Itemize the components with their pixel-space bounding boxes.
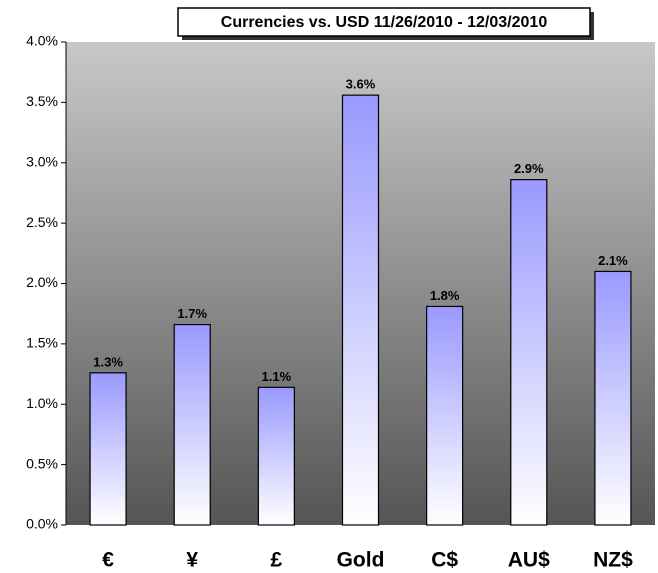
title-box xyxy=(177,7,591,37)
y-tick-label: 2.5% xyxy=(26,214,58,230)
x-tick-label: C$ xyxy=(431,549,458,572)
y-tick-label: 3.5% xyxy=(26,93,58,109)
x-tick-label: £ xyxy=(271,549,283,572)
bar xyxy=(173,323,211,526)
value-label: 3.6% xyxy=(346,77,376,92)
y-tick-label: 1.5% xyxy=(26,335,58,351)
value-label: 2.9% xyxy=(514,161,544,176)
value-label: 1.8% xyxy=(430,288,460,303)
y-tick-label: 3.0% xyxy=(26,153,58,169)
value-label: 1.3% xyxy=(93,354,123,369)
bar xyxy=(510,179,548,526)
x-tick-label: ¥ xyxy=(186,549,198,572)
bar xyxy=(594,270,632,526)
chart-title: Currencies vs. USD 11/26/2010 - 12/03/20… xyxy=(221,14,548,31)
value-label: 1.1% xyxy=(262,369,292,384)
x-tick-label: Gold xyxy=(337,549,385,572)
x-tick-label: € xyxy=(102,549,114,572)
x-tick-label: NZ$ xyxy=(593,549,633,572)
value-label: 2.1% xyxy=(598,253,628,268)
y-tick-label: 2.0% xyxy=(26,274,58,290)
y-tick-label: 1.0% xyxy=(26,395,58,411)
bar xyxy=(89,372,127,526)
y-tick-label: 0.0% xyxy=(26,516,58,532)
y-tick-label: 0.5% xyxy=(26,455,58,471)
bar xyxy=(341,94,380,526)
y-tick-label: 4.0% xyxy=(26,33,58,49)
bar xyxy=(257,386,295,526)
bar xyxy=(426,305,464,526)
value-label: 1.7% xyxy=(177,306,207,321)
x-tick-label: AU$ xyxy=(508,549,550,572)
